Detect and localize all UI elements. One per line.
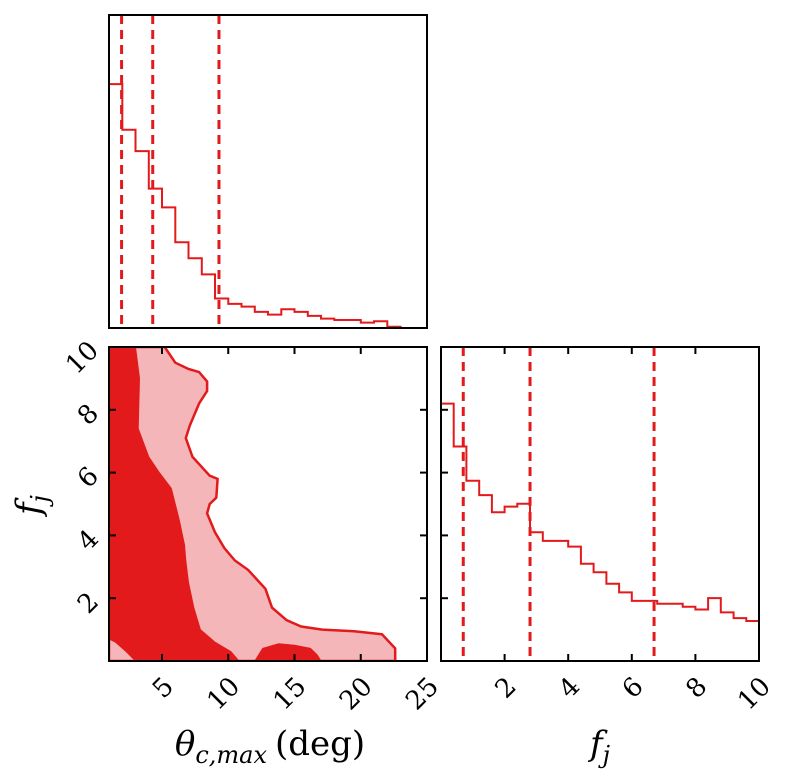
y-tick-label: 6 [72, 461, 105, 494]
fj-hist-bin [466, 481, 479, 661]
fj-hist-bin [543, 541, 556, 661]
theta-hist-bin [268, 315, 281, 328]
fj-hist-bin [441, 404, 454, 661]
x-tick-label: 8 [680, 672, 713, 705]
fj-hist-bin [695, 610, 708, 661]
fj-axis-label-left: fj [9, 494, 54, 518]
fj-subscript: j [598, 741, 611, 769]
joint-contour-frame [108, 346, 428, 662]
inner-credible-region [109, 347, 240, 661]
fj-histogram-panel: 2 4 6 8 10 fj [440, 346, 777, 769]
theta-hist-bin [122, 130, 135, 328]
theta-histogram-panel [108, 14, 428, 329]
fj-histogram-frame [440, 346, 760, 662]
theta-hist-bin [228, 304, 241, 328]
theta-subscript: c,max [195, 741, 267, 769]
x-tick-label: 10 [202, 672, 247, 717]
fj-hist-bin [530, 532, 543, 661]
y-tick-label: 10 [60, 336, 105, 381]
theta-hist-bin [295, 312, 308, 328]
theta-hist-bin [281, 309, 294, 328]
theta-hist-bin [202, 274, 215, 328]
fj-hist-bin [492, 512, 505, 661]
theta-hist-bin [175, 242, 188, 328]
theta-hist-bin [348, 320, 361, 328]
fj-hist-bin [619, 592, 632, 661]
fj-subscript: j [26, 494, 54, 507]
fj-hist-bin [721, 612, 734, 661]
y-tick-label: 8 [72, 398, 105, 431]
fj-hist-bin [505, 507, 518, 661]
fj-hist-bin [479, 495, 492, 661]
x-tick-label: 5 [147, 672, 180, 705]
fj-hist-bin [708, 598, 721, 661]
theta-hist-bin [308, 316, 321, 328]
fj-axis-label-bottom: fj [587, 724, 611, 769]
theta-hist-bin [149, 189, 162, 328]
fj-hist-bin [632, 601, 645, 661]
fj-hist-step-line [441, 402, 759, 622]
fj-hist-bin [683, 607, 696, 661]
theta-axis-label: θc,max (deg) [175, 724, 365, 769]
theta-hist-bin [215, 299, 228, 328]
fj-hist-bin [746, 621, 759, 661]
fj-hist-bin [517, 504, 530, 661]
x-tick-label: 6 [617, 672, 650, 705]
x-tick-label: 10 [732, 672, 777, 717]
x-tick-label: 20 [334, 672, 379, 717]
fj-hist-bin [594, 572, 607, 661]
theta-hist-bin [334, 320, 347, 328]
fj-hist-bin [581, 564, 594, 661]
fj-hist-bin [657, 604, 670, 661]
theta-hist-bin [136, 151, 149, 328]
theta-hist-bin [242, 307, 255, 328]
theta-histogram-frame [108, 14, 428, 329]
fj-hist-bin [734, 618, 747, 661]
theta-hist-bin [162, 207, 175, 328]
y-tick-label: 4 [72, 524, 105, 557]
y-tick-label: 2 [72, 587, 105, 620]
fj-hist-bin [606, 584, 619, 661]
inner-credible-island [254, 643, 322, 661]
x-tick-label: 4 [553, 672, 586, 705]
fj-hist-bin [670, 604, 683, 661]
theta-hist-bin [321, 319, 334, 328]
fj-hist-bin [454, 447, 467, 662]
fj-hist-bin [555, 541, 568, 661]
theta-hist-bin [189, 258, 202, 328]
theta-hist-step-line [109, 83, 414, 329]
x-tick-label: 25 [400, 672, 445, 717]
fj-hist-bin [568, 547, 581, 661]
x-tick-label: 2 [490, 672, 523, 705]
theta-unit: (deg) [275, 724, 365, 764]
theta-hist-bin [374, 321, 387, 328]
theta-hist-bin [255, 312, 268, 328]
x-tick-label: 15 [268, 672, 313, 717]
